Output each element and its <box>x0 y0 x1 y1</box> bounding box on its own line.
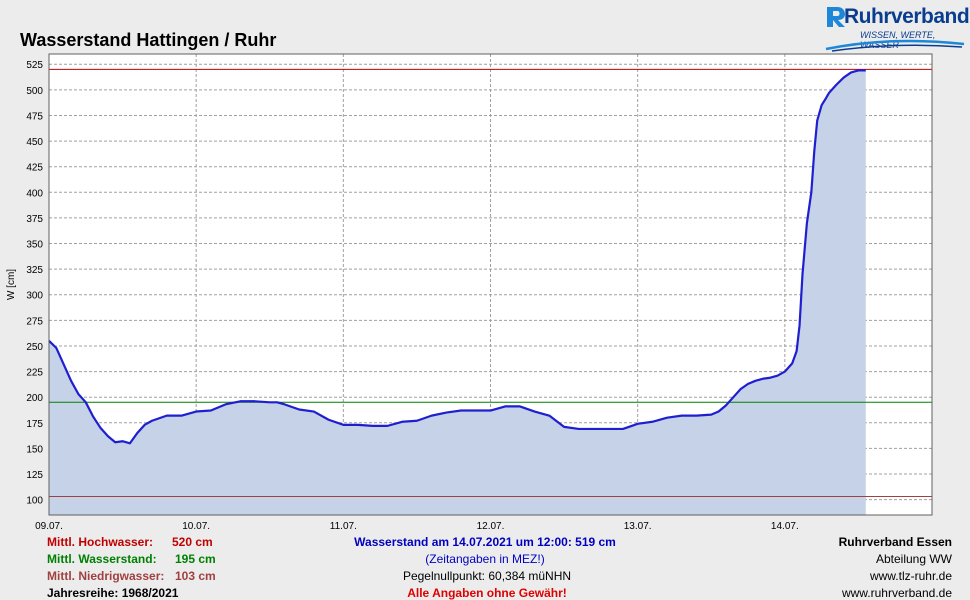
y-tick-label: 525 <box>26 60 43 71</box>
y-tick-label: 225 <box>26 368 43 379</box>
y-tick-label: 325 <box>26 265 43 276</box>
info-mean-value: 195 cm <box>175 552 216 566</box>
x-tick-label: 13.07. <box>624 521 652 532</box>
x-tick-label: 09.07. <box>35 521 63 532</box>
current-water-level: Wasserstand am 14.07.2021 um 12:00: 519 … <box>354 535 616 549</box>
info-mean-label: Mittl. Wasserstand: <box>47 552 157 566</box>
ruhrverband-link[interactable]: www.ruhrverband.de <box>841 586 952 600</box>
y-tick-label: 450 <box>26 137 43 148</box>
info-low-value: 103 cm <box>175 569 216 583</box>
y-tick-label: 250 <box>26 342 43 353</box>
logo-swoosh-icon <box>825 39 965 52</box>
y-tick-label: 500 <box>26 86 43 97</box>
y-tick-label: 125 <box>26 470 43 481</box>
org-dept: Abteilung WW <box>875 552 952 566</box>
info-year-range: Jahresreihe: 1968/2021 <box>47 586 179 600</box>
chart-title: Wasserstand Hattingen / Ruhr <box>20 30 277 50</box>
y-tick-label: 375 <box>26 214 43 225</box>
info-high-value: 520 cm <box>172 535 213 549</box>
y-tick-label: 400 <box>26 188 43 199</box>
x-tick-label: 14.07. <box>771 521 799 532</box>
plot-frame <box>48 53 933 516</box>
disclaimer: Alle Angaben ohne Gewähr! <box>407 586 567 600</box>
x-tick-label: 12.07. <box>477 521 505 532</box>
series-area <box>49 70 866 515</box>
y-tick-label: 100 <box>26 496 43 507</box>
y-tick-label: 350 <box>26 240 43 251</box>
info-low-label: Mittl. Niedrigwasser: <box>47 569 165 583</box>
logo-tagline: WISSEN, WERTE, WASSER <box>860 30 936 50</box>
logo-icon <box>827 7 845 27</box>
tlz-link[interactable]: www.tlz-ruhr.de <box>869 569 952 583</box>
y-tick-label: 150 <box>26 444 43 455</box>
gauge-zero: Pegelnullpunkt: 60,384 müNHN <box>402 569 572 583</box>
x-tick-label: 11.07. <box>330 521 357 532</box>
y-axis-label: W [cm] <box>6 269 17 300</box>
info-high-label: Mittl. Hochwasser: <box>47 535 154 549</box>
logo-name: Ruhrverband <box>844 5 970 28</box>
y-tick-label: 200 <box>26 393 43 404</box>
org-name: Ruhrverband Essen <box>838 535 952 549</box>
series-line <box>48 69 866 445</box>
y-tick-label: 425 <box>26 163 43 174</box>
ruhrverband-logo[interactable]: Ruhrverband WISSEN, WERTE, WASSER <box>822 4 970 52</box>
y-tick-label: 175 <box>26 419 43 430</box>
y-tick-label: 475 <box>26 111 43 122</box>
y-tick-label: 275 <box>26 316 43 327</box>
x-tick-label: 10.07. <box>182 521 210 532</box>
timezone-note: (Zeitangaben in MEZ!) <box>425 552 545 566</box>
y-tick-label: 300 <box>26 291 43 302</box>
